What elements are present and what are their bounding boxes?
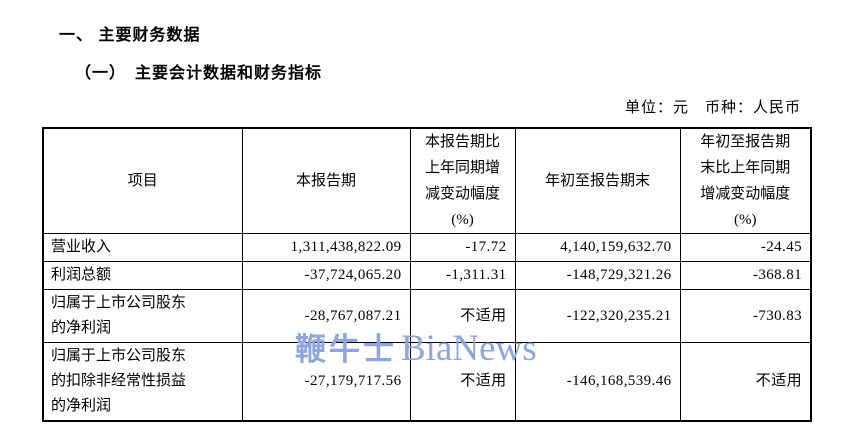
section-title: 一、 主要财务数据 [59, 27, 201, 44]
ytd-vs-prior-pct-value: -24.45 [679, 233, 812, 262]
financial-data-table: 项目 本报告期 本报告期比 上年同期增 减变动幅度 (%) 年初至报告期末 年初… [42, 127, 812, 422]
unit-currency-note: 单位：元 币种：人民币 [624, 100, 801, 116]
ytd-vs-prior-pct-value: -730.83 [679, 289, 812, 343]
table-row-net-profit-excl-nonrecurring: 归属于上市公司股东 的扣除非经常性损益 的净利润 -27,179,717.56 … [42, 342, 812, 422]
row-label: 利润总额 [42, 261, 243, 290]
current-period-value: -37,724,065.20 [241, 261, 411, 290]
table-header-row: 项目 本报告期 本报告期比 上年同期增 减变动幅度 (%) 年初至报告期末 年初… [42, 127, 812, 234]
ytd-value: -148,729,321.26 [514, 261, 681, 290]
table-row-operating-revenue: 营业收入 1,311,438,822.09 -17.72 4,140,159,6… [42, 233, 812, 262]
row-label: 营业收入 [42, 233, 243, 262]
current-vs-prior-pct-value: -1,311.31 [409, 261, 516, 290]
ytd-value: 4,140,159,632.70 [514, 233, 681, 262]
ytd-vs-prior-pct-value: 不适用 [679, 342, 812, 422]
ytd-vs-prior-pct-value: -368.81 [679, 261, 812, 290]
table-row-total-profit: 利润总额 -37,724,065.20 -1,311.31 -148,729,3… [42, 261, 812, 290]
current-vs-prior-pct-value: -17.72 [409, 233, 516, 262]
column-header-ytd-vs-prior-pct: 年初至报告期 末比上年同期 增减变动幅度 (%) [679, 127, 812, 234]
ytd-value: -122,320,235.21 [514, 289, 681, 343]
row-label: 归属于上市公司股东 的扣除非经常性损益 的净利润 [42, 342, 243, 422]
subsection-title: （一） 主要会计数据和财务指标 [75, 65, 323, 82]
column-header-current-vs-prior-pct: 本报告期比 上年同期增 减变动幅度 (%) [409, 127, 516, 234]
current-period-value: -27,179,717.56 [241, 342, 411, 422]
table-row-net-profit-attributable: 归属于上市公司股东 的净利润 -28,767,087.21 不适用 -122,3… [42, 289, 812, 343]
column-header-ytd: 年初至报告期末 [514, 127, 681, 234]
current-period-value: 1,311,438,822.09 [241, 233, 411, 262]
column-header-current-period: 本报告期 [241, 127, 411, 234]
current-vs-prior-pct-value: 不适用 [409, 289, 516, 343]
column-header-item: 项目 [42, 127, 243, 234]
current-period-value: -28,767,087.21 [241, 289, 411, 343]
ytd-value: -146,168,539.46 [514, 342, 681, 422]
current-vs-prior-pct-value: 不适用 [409, 342, 516, 422]
row-label: 归属于上市公司股东 的净利润 [42, 289, 243, 343]
